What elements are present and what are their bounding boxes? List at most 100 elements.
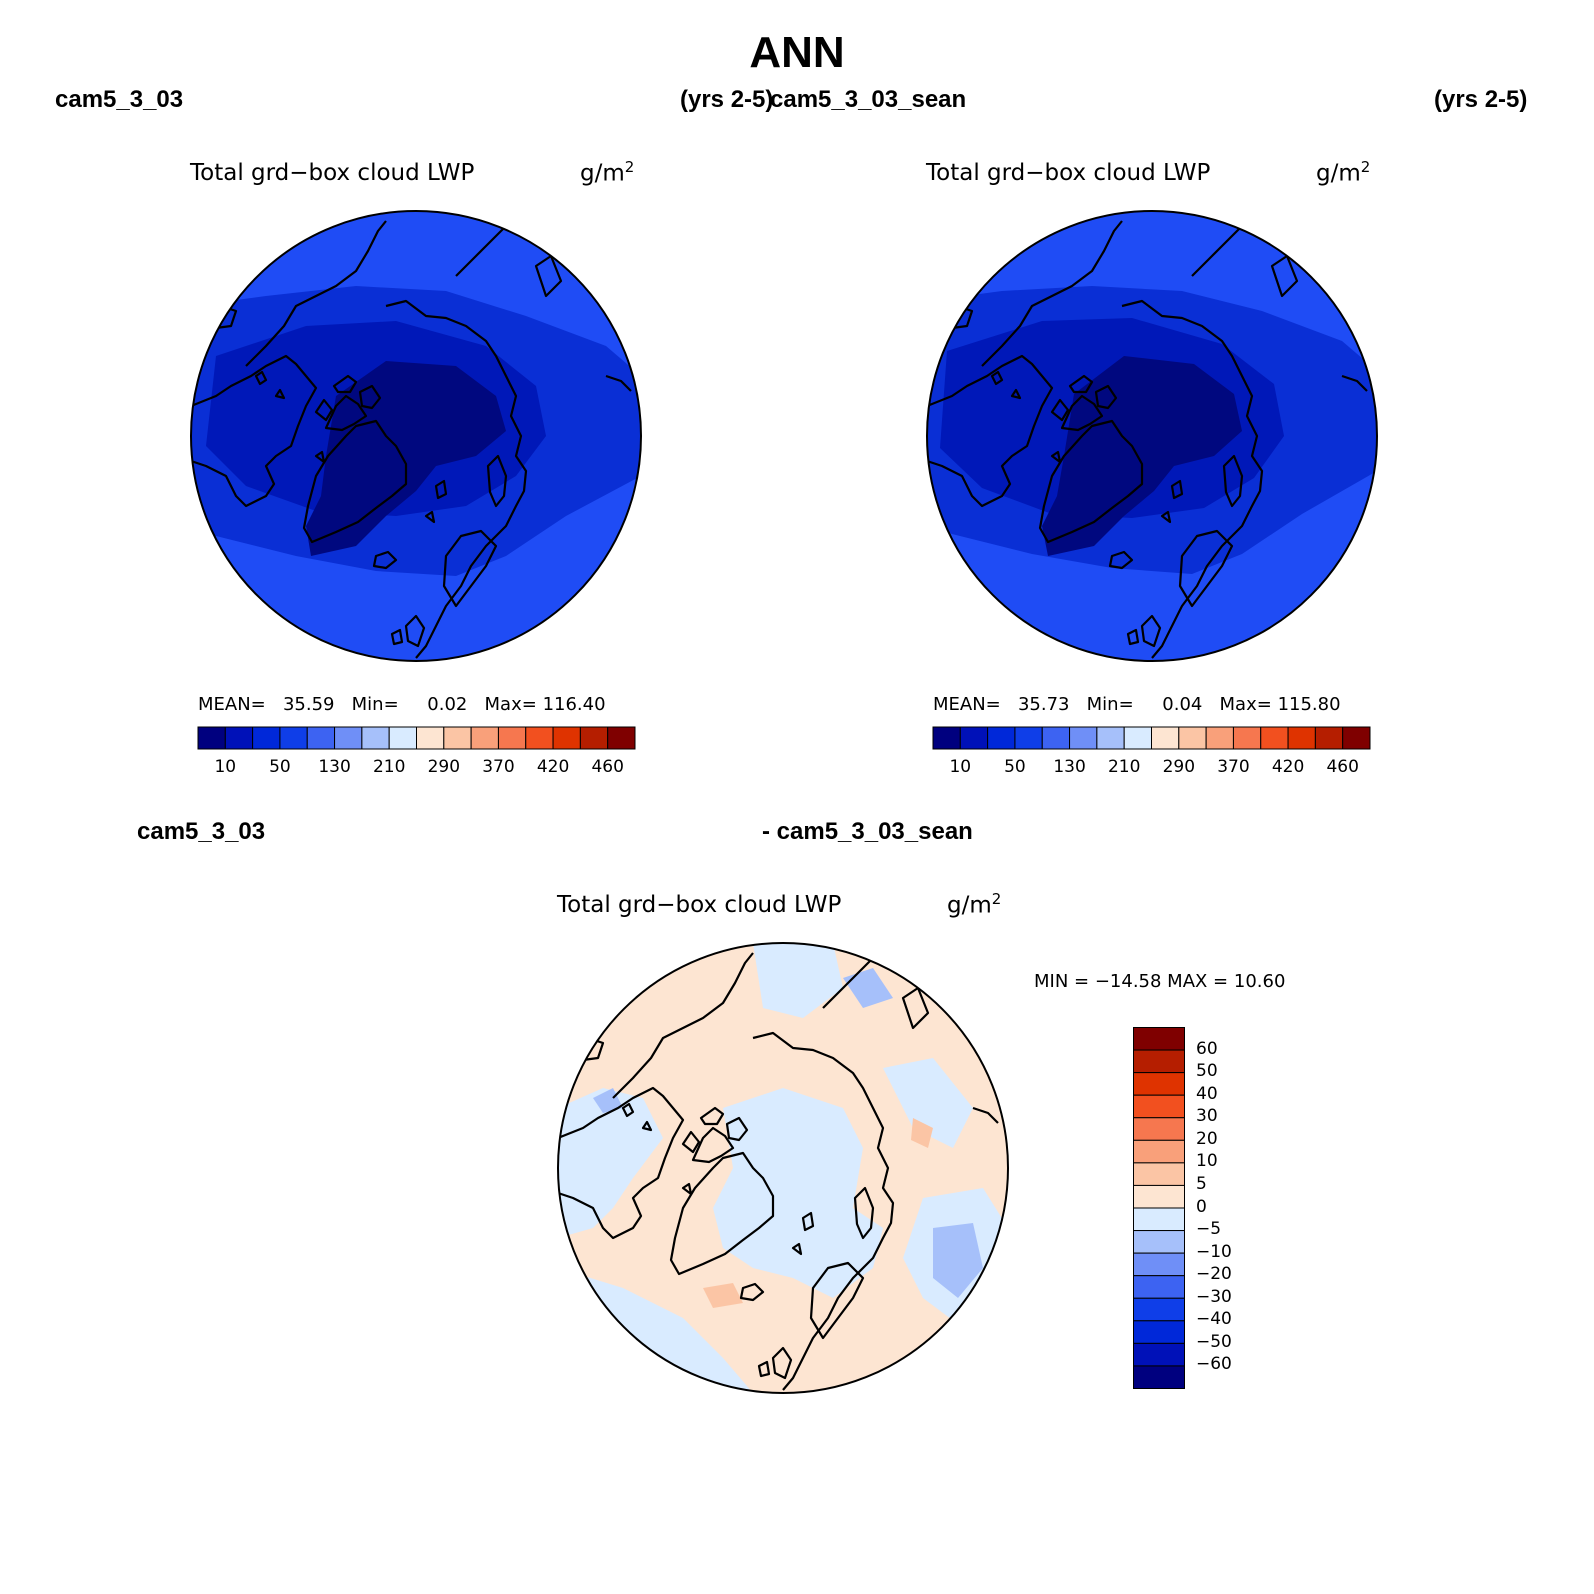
colorbar-swatch — [579, 726, 609, 750]
units-exponent: 2 — [624, 158, 635, 176]
colorbar-swatch — [1133, 1117, 1185, 1141]
colorbar-swatch — [497, 726, 527, 750]
mean-value: 35.73 — [1017, 694, 1070, 715]
colorbar-swatch — [1205, 726, 1234, 750]
colorbar-tick-label: 40 — [1196, 1083, 1218, 1104]
colorbar-swatch — [1287, 726, 1316, 750]
colorbar-swatch — [1133, 1162, 1185, 1186]
colorbar-swatch — [1133, 1139, 1185, 1164]
colorbar-tick-label: −40 — [1196, 1309, 1232, 1330]
map-top-right — [926, 210, 1378, 662]
colorbar-tick-label: −10 — [1196, 1241, 1232, 1262]
max-label: Max= — [484, 694, 537, 715]
years-label-top-left: (yrs 2-5) — [680, 86, 774, 113]
max-value: 116.40 — [542, 694, 606, 715]
colorbar-tick-label: 370 — [482, 757, 515, 777]
colorbar-tick-label: 210 — [1107, 757, 1141, 777]
case-label-bottom-left: cam5_3_03 — [137, 818, 266, 845]
min-label: Min= — [351, 694, 399, 715]
colorbar-top-right — [932, 726, 1371, 750]
min-value: 0.04 — [1162, 694, 1203, 715]
colorbar-tick-label: 20 — [1196, 1128, 1218, 1149]
colorbar-swatch — [552, 726, 581, 750]
units-exponent: 2 — [991, 890, 1002, 908]
map-bottom-difference — [557, 942, 1009, 1394]
plot-title-top-left: Total grd−box cloud LWP — [190, 160, 475, 186]
colorbar-swatch — [607, 726, 636, 750]
colorbar-labels-top-right: 10 50 130 210 290 370 420 460 — [933, 757, 1370, 779]
colorbar-swatch — [1133, 1072, 1185, 1096]
colorbar-tick-label: 290 — [427, 757, 461, 777]
colorbar-bottom — [1133, 1027, 1185, 1389]
units-bottom: g/m2 — [947, 890, 1001, 919]
mean-label: MEAN= — [933, 694, 1001, 715]
colorbar-swatch — [932, 726, 961, 750]
minmax-bottom: MIN = −14.58 MAX = 10.60 — [1034, 971, 1286, 992]
units-base: g/m — [947, 892, 992, 919]
colorbar-swatch — [306, 726, 336, 750]
colorbar-swatch — [1133, 1094, 1185, 1119]
min-label: Min= — [1086, 694, 1134, 715]
colorbar-swatch — [279, 726, 308, 750]
colorbar-swatch — [1096, 726, 1125, 750]
colorbar-labels-top-left: 10 50 130 210 290 370 420 460 — [198, 757, 635, 779]
units-top-right: g/m2 — [1316, 158, 1370, 187]
colorbar-tick-label: 370 — [1217, 757, 1250, 777]
colorbar-tick-label: 50 — [269, 757, 291, 777]
colorbar-swatch — [197, 726, 226, 750]
colorbar-tick-label: 60 — [1196, 1038, 1218, 1059]
colorbar-swatch — [1123, 726, 1152, 750]
colorbar-tick-label: −50 — [1196, 1331, 1232, 1352]
colorbar-swatch — [1133, 1207, 1185, 1232]
colorbar-tick-label: −60 — [1196, 1354, 1232, 1375]
colorbar-top-left — [197, 726, 636, 750]
colorbar-tick-label: 50 — [1196, 1061, 1218, 1082]
colorbar-swatch — [1133, 1027, 1185, 1051]
mean-label: MEAN= — [198, 694, 266, 715]
colorbar-tick-label: −30 — [1196, 1286, 1232, 1307]
colorbar-tick-label: −5 — [1196, 1219, 1222, 1240]
colorbar-swatch — [1133, 1252, 1185, 1277]
colorbar-swatch — [224, 726, 254, 750]
stats-top-right: MEAN= 35.73 Min= 0.04 Max= 115.80 — [933, 694, 1341, 715]
case-label-top-left: cam5_3_03 — [55, 86, 184, 113]
units-base: g/m — [580, 160, 625, 187]
colorbar-tick-label: 10 — [949, 757, 972, 777]
colorbar-swatch — [1133, 1184, 1185, 1209]
map-top-left — [190, 210, 642, 662]
years-label-top-right: (yrs 2-5) — [1434, 86, 1528, 113]
min-value: 0.02 — [427, 694, 468, 715]
colorbar-swatch — [987, 726, 1016, 750]
colorbar-tick-label: 210 — [372, 757, 406, 777]
colorbar-tick-label: 5 — [1196, 1173, 1207, 1194]
colorbar-swatch — [1133, 1275, 1185, 1299]
colorbar-tick-label: 130 — [1053, 757, 1086, 777]
colorbar-swatch — [525, 726, 554, 750]
colorbar-swatch — [470, 726, 499, 750]
map-boundary — [926, 210, 1378, 662]
colorbar-swatch — [1232, 726, 1262, 750]
colorbar-tick-label: 460 — [1326, 757, 1359, 777]
colorbar-swatch — [388, 726, 417, 750]
colorbar-swatch — [1133, 1320, 1185, 1344]
map-boundary — [190, 210, 642, 662]
colorbar-swatch — [1133, 1365, 1185, 1389]
colorbar-swatch — [1342, 726, 1371, 750]
colorbar-tick-label: 50 — [1004, 757, 1026, 777]
stats-top-left: MEAN= 35.59 Min= 0.02 Max= 116.40 — [198, 694, 606, 715]
colorbar-swatch — [1069, 726, 1098, 750]
colorbar-swatch — [959, 726, 989, 750]
colorbar-swatch — [1178, 726, 1207, 750]
max-value: 115.80 — [1277, 694, 1341, 715]
colorbar-swatch — [252, 726, 281, 750]
colorbar-swatch — [1041, 726, 1071, 750]
plot-title-top-right: Total grd−box cloud LWP — [926, 160, 1211, 186]
colorbar-tick-label: 0 — [1196, 1196, 1207, 1217]
colorbar-tick-label: 130 — [318, 757, 351, 777]
colorbar-tick-label: 420 — [536, 757, 570, 777]
colorbar-swatch — [1133, 1297, 1185, 1322]
colorbar-swatch — [361, 726, 390, 750]
mean-value: 35.59 — [282, 694, 335, 715]
colorbar-tick-label: 290 — [1162, 757, 1196, 777]
figure-title: ANN — [749, 28, 845, 77]
